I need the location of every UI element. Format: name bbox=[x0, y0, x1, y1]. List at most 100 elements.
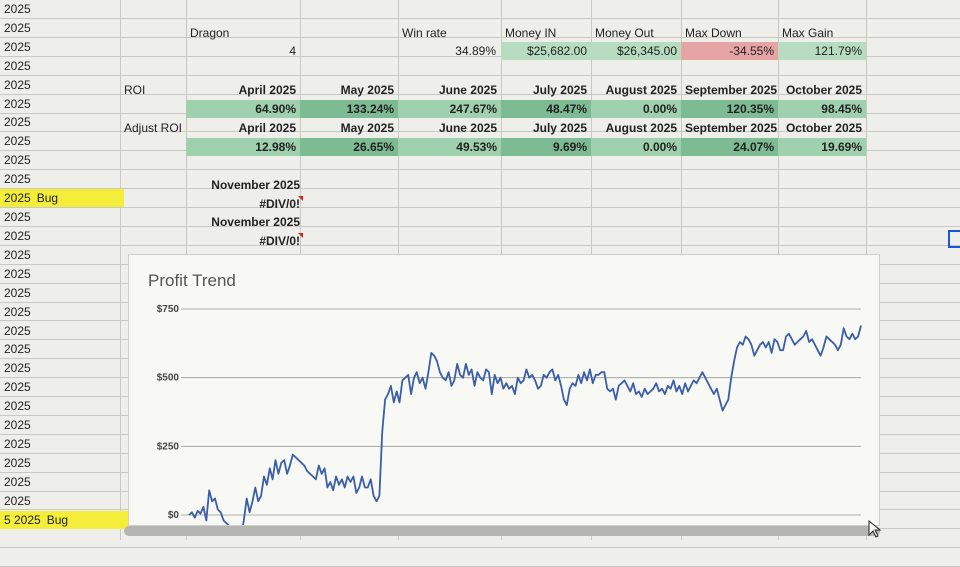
year-text: 2025 bbox=[4, 96, 31, 111]
max-gain-value[interactable]: 121.79% bbox=[778, 42, 866, 60]
roi-value-cell[interactable]: 48.47% bbox=[501, 100, 591, 118]
row-year-cell[interactable]: 2025 bbox=[0, 454, 60, 472]
extra-value-2[interactable]: #DIV/0! bbox=[186, 232, 304, 250]
roi-value-cell[interactable]: 12.98% bbox=[186, 138, 300, 156]
year-text: 2025 bbox=[4, 58, 31, 73]
roi-value-cell[interactable]: 120.35% bbox=[681, 100, 778, 118]
roi-month-cell[interactable]: June 2025 bbox=[438, 121, 497, 135]
adjust-roi-label[interactable]: Adjust ROI bbox=[124, 121, 183, 135]
grid-row bbox=[0, 208, 960, 227]
row-year-cell[interactable]: 2025 bbox=[0, 284, 60, 302]
roi-value-cell[interactable]: 247.67% bbox=[398, 100, 501, 118]
money-in-value[interactable]: $25,682.00 bbox=[501, 42, 591, 60]
grid-row bbox=[0, 113, 960, 133]
year-text: 2025 bbox=[4, 304, 31, 319]
chart-title: Profit Trend bbox=[148, 271, 236, 290]
roi-month-cell[interactable]: August 2025 bbox=[605, 83, 677, 97]
roi-month-cell[interactable]: May 2025 bbox=[340, 83, 394, 97]
year-text: 2025 bbox=[4, 380, 31, 395]
grid-row bbox=[0, 19, 960, 38]
row-year-cell[interactable]: 2025 bbox=[0, 303, 60, 321]
row-year-cell[interactable]: 2025 bbox=[0, 38, 60, 56]
y-tick-label: $500 bbox=[157, 373, 180, 384]
year-text: 2025 bbox=[4, 323, 31, 338]
roi-value-cell[interactable]: 19.69% bbox=[778, 138, 866, 156]
row-year-cell[interactable]: 2025 bbox=[0, 151, 60, 169]
roi-value-cell[interactable]: 26.65% bbox=[300, 138, 398, 156]
row-year-cell[interactable]: 2025 bbox=[0, 132, 60, 150]
roi-month-cell[interactable]: April 2025 bbox=[238, 121, 296, 135]
grid-row bbox=[0, 38, 960, 57]
row-year-cell[interactable]: 2025 bbox=[0, 359, 60, 377]
roi-value-cell[interactable]: 64.90% bbox=[186, 100, 300, 118]
row-year-cell[interactable]: 2025 bbox=[0, 397, 60, 415]
max-down-label[interactable]: Max Down bbox=[685, 26, 742, 40]
roi-value-cell[interactable]: 133.24% bbox=[300, 100, 398, 118]
roi-month-cell[interactable]: October 2025 bbox=[785, 83, 862, 97]
roi-value-cell[interactable]: 9.69% bbox=[501, 138, 591, 156]
row-year-cell[interactable]: 2025 bbox=[0, 378, 60, 396]
roi-value-cell[interactable]: 0.00% bbox=[591, 138, 681, 156]
row-year-cell[interactable]: 2025 bbox=[0, 19, 60, 37]
row-year-cell[interactable]: 2025 Bug bbox=[0, 189, 124, 207]
roi-month-cell[interactable]: October 2025 bbox=[785, 121, 862, 135]
row-year-cell[interactable]: 2025 bbox=[0, 435, 60, 453]
extra-month-1[interactable]: November 2025 bbox=[211, 178, 300, 192]
year-text: 2025 bbox=[4, 399, 31, 414]
money-out-value[interactable]: $26,345.00 bbox=[591, 42, 681, 60]
win-rate-value[interactable]: 34.89% bbox=[455, 44, 496, 58]
roi-month-cell[interactable]: June 2025 bbox=[438, 83, 497, 97]
roi-value-cell[interactable]: 98.45% bbox=[778, 100, 866, 118]
roi-value-cell[interactable]: 49.53% bbox=[398, 138, 501, 156]
win-rate-label[interactable]: Win rate bbox=[402, 26, 447, 40]
row-year-cell[interactable]: 2025 bbox=[0, 473, 60, 491]
year-text: 2025 bbox=[4, 20, 31, 35]
row-year-cell[interactable]: 2025 bbox=[0, 492, 60, 510]
row-year-cell[interactable]: 2025 bbox=[0, 76, 60, 94]
row-year-cell[interactable]: 2025 bbox=[0, 170, 60, 188]
max-down-value[interactable]: -34.55% bbox=[681, 42, 778, 60]
row-year-cell[interactable]: 2025 bbox=[0, 57, 60, 75]
year-text: 2025 bbox=[4, 285, 31, 300]
roi-value-cell[interactable]: 0.00% bbox=[591, 100, 681, 118]
row-year-cell[interactable]: 2025 bbox=[0, 208, 60, 226]
roi-label[interactable]: ROI bbox=[124, 83, 146, 97]
year-text: 2025 bbox=[4, 361, 31, 376]
extra-month-2[interactable]: November 2025 bbox=[211, 215, 300, 229]
roi-month-cell[interactable]: September 2025 bbox=[685, 83, 778, 97]
roi-value-cell[interactable]: 24.07% bbox=[681, 138, 778, 156]
selection-handle[interactable] bbox=[948, 230, 960, 248]
year-text: 2025 bbox=[4, 77, 31, 92]
name-value[interactable]: 4 bbox=[289, 44, 296, 58]
row-year-cell[interactable]: 2025 bbox=[0, 322, 60, 340]
row-year-cell[interactable]: 2025 bbox=[0, 227, 60, 245]
row-year-cell[interactable]: 2025 bbox=[0, 265, 60, 283]
row-year-cell[interactable]: 2025 bbox=[0, 0, 60, 18]
grid-row bbox=[0, 170, 960, 190]
row-year-cell[interactable]: 2025 bbox=[0, 416, 60, 434]
row-year-cell[interactable]: 2025 bbox=[0, 113, 60, 131]
row-year-cell[interactable]: 2025 bbox=[0, 95, 60, 113]
year-text: 2025 bbox=[4, 115, 31, 130]
extra-value-1[interactable]: #DIV/0! bbox=[186, 195, 304, 213]
roi-month-cell[interactable]: April 2025 bbox=[238, 83, 296, 97]
roi-month-cell[interactable]: July 2025 bbox=[532, 121, 587, 135]
year-text: 2025 bbox=[4, 475, 31, 490]
profit-trend-chart[interactable]: Profit Trend $750 $500 $250 $0 bbox=[128, 254, 880, 526]
money-out-label[interactable]: Money Out bbox=[595, 26, 654, 40]
mouse-cursor-icon bbox=[868, 520, 882, 538]
bug-label: Bug bbox=[46, 513, 69, 527]
roi-month-cell[interactable]: May 2025 bbox=[340, 121, 394, 135]
name-label[interactable]: Dragon bbox=[190, 26, 230, 40]
row-year-cell[interactable]: 5 2025 Bug bbox=[0, 511, 132, 529]
roi-month-cell[interactable]: August 2025 bbox=[605, 121, 677, 135]
row-year-cell[interactable]: 2025 bbox=[0, 246, 60, 264]
max-gain-label[interactable]: Max Gain bbox=[782, 26, 834, 40]
roi-month-cell[interactable]: July 2025 bbox=[532, 83, 587, 97]
horizontal-scrollbar[interactable] bbox=[124, 526, 880, 536]
roi-month-cell[interactable]: September 2025 bbox=[685, 121, 778, 135]
money-in-label[interactable]: Money IN bbox=[505, 26, 557, 40]
row-year-cell[interactable]: 2025 bbox=[0, 340, 60, 358]
year-text: 5 2025 bbox=[4, 513, 41, 527]
